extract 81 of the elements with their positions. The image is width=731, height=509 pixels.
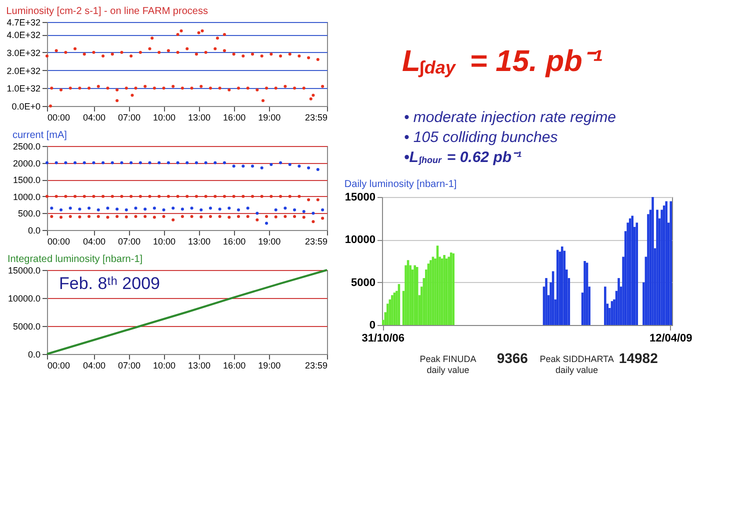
text: Peak FINUDA daily value: [420, 354, 476, 375]
x-tick-label: 00:00: [48, 112, 70, 122]
x-tick-label: 07:00: [118, 360, 140, 370]
annotation: Feb. 8ᵗʰ 2009: [59, 274, 160, 293]
bar: [416, 266, 418, 325]
text: 14982: [618, 350, 658, 366]
text: L∫day = 15. pb⁻¹: [402, 45, 602, 78]
x-tick-label: 07:00: [118, 112, 140, 122]
bar: [665, 201, 668, 325]
x-tick-label: 10:00: [153, 360, 176, 370]
x-tick-label: 16:00: [223, 112, 246, 122]
x-tick-label: 13:00: [188, 360, 211, 370]
x-tick-label: 10:00: [153, 112, 176, 122]
y-tick-label: 500.0: [18, 208, 40, 219]
y-tick-label: 4.0E+32: [6, 30, 40, 40]
bar: [560, 246, 564, 325]
x-tick-label: 23:59: [304, 236, 328, 246]
y-tick-label: 0.0: [28, 226, 40, 236]
bar: [626, 222, 629, 325]
bar: [631, 216, 634, 325]
bar: [391, 295, 394, 325]
x-tick-label: 31/10/06: [362, 332, 405, 344]
x-tick-label: 12/04/09: [649, 332, 692, 344]
x-tick-label: 16:00: [223, 360, 246, 370]
y-tick-label: 10000: [344, 234, 376, 246]
y-tick-label: 5000.0: [12, 322, 40, 332]
bar: [386, 304, 389, 325]
bar: [647, 214, 650, 325]
y-tick-label: 3.0E+32: [6, 48, 40, 58]
bar: [414, 265, 416, 325]
y-tick-label: 10000.0: [8, 294, 40, 304]
bar: [652, 197, 654, 325]
x-tick-label: 13:00: [188, 112, 211, 122]
x-tick-label: 16:00: [223, 236, 246, 246]
x-tick-label: 19:00: [258, 360, 281, 370]
y-tick-label: 2500.0: [12, 142, 40, 152]
bar: [670, 201, 672, 325]
bar: [660, 210, 663, 325]
text: Peak SIDDHARTA daily value: [540, 354, 614, 375]
y-tick-label: 0: [369, 320, 376, 332]
x-tick-label: 00:00: [48, 236, 70, 246]
x-tick-label: 04:00: [82, 360, 106, 370]
line-series: [46, 269, 328, 355]
chart-title: Integrated luminosity [nbarn-1]: [7, 254, 143, 265]
text: •L∫hour = 0.62 pb⁻¹: [404, 149, 522, 166]
x-tick-label: 23:59: [304, 360, 328, 370]
bar: [584, 261, 586, 325]
x-tick-label: 19:00: [258, 236, 281, 246]
y-tick-label: 15000: [344, 192, 376, 204]
bar: [604, 286, 606, 325]
y-tick-label: 5000: [351, 276, 376, 289]
x-tick-label: 13:00: [188, 236, 211, 246]
x-tick-label: 10:00: [153, 236, 176, 246]
y-tick-label: 1500.0: [12, 175, 40, 186]
x-tick-label: 04:00: [82, 112, 106, 122]
text: • 105 colliding bunches: [404, 129, 558, 146]
y-tick-label: 2000.0: [12, 158, 40, 168]
y-tick-label: 4.7E+32: [6, 18, 40, 28]
bar: [656, 210, 658, 325]
x-tick-label: 23:59: [304, 112, 328, 122]
bar: [430, 260, 432, 325]
y-tick-label: 2.0E+32: [6, 66, 40, 76]
x-tick-label: 19:00: [258, 112, 281, 122]
chart-title: current [mA]: [12, 130, 68, 141]
y-tick-label: 1000.0: [12, 192, 40, 202]
x-tick-label: 04:00: [82, 236, 106, 246]
chart-title: Luminosity [cm-2 s-1] - on line FARM process: [6, 6, 208, 17]
y-tick-label: 0.0E+0: [12, 102, 40, 112]
chart-title: Daily luminosity [nbarn-1]: [344, 179, 457, 190]
bar: [545, 278, 548, 325]
text: • moderate injection rate regime: [404, 109, 616, 126]
x-tick-label: 07:00: [118, 236, 140, 246]
x-tick-label: 00:00: [48, 360, 70, 370]
y-tick-label: 1.0E+32: [6, 84, 40, 94]
bar: [618, 278, 620, 325]
y-tick-label: 0.0: [28, 350, 40, 360]
text: 9366: [496, 350, 528, 366]
bar: [448, 256, 450, 325]
bar: [452, 253, 454, 325]
y-tick-label: 15000.0: [8, 266, 40, 276]
bar: [443, 255, 446, 325]
